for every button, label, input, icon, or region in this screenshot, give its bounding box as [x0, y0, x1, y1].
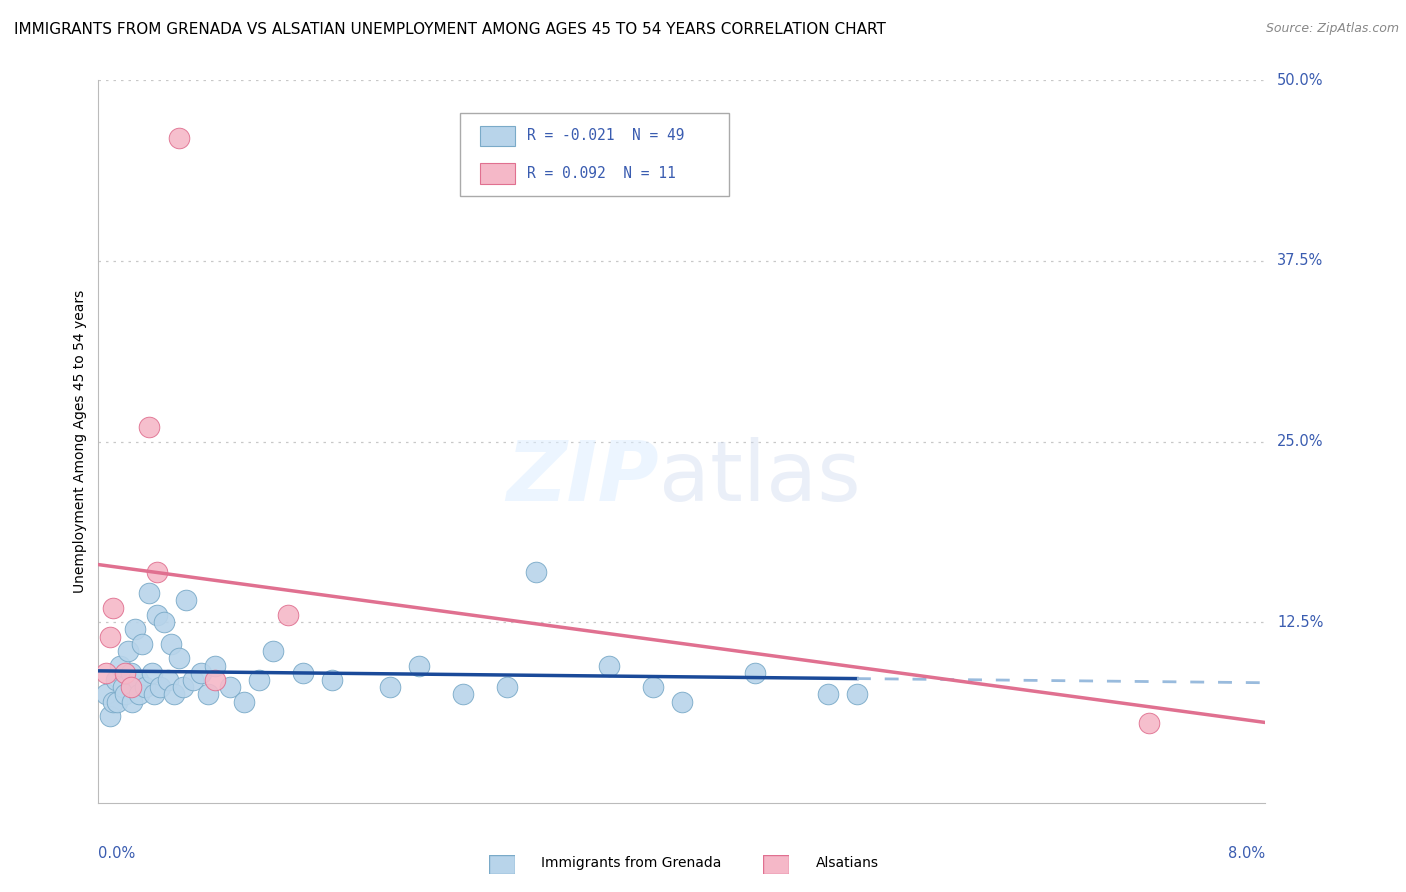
Point: [127, 673, 149, 687]
Point: [204, 658, 226, 673]
Point: [380, 680, 402, 694]
Text: 12.5%: 12.5%: [1277, 615, 1323, 630]
Point: [408, 658, 430, 673]
Text: 37.5%: 37.5%: [1277, 253, 1323, 268]
Text: 50.0%: 50.0%: [1277, 73, 1323, 87]
Point: [134, 680, 156, 694]
Point: [321, 673, 343, 687]
Point: [138, 420, 160, 434]
Point: [167, 131, 190, 145]
Point: [120, 680, 142, 694]
Point: [163, 687, 186, 701]
Point: [105, 695, 128, 709]
Point: [141, 665, 163, 680]
Point: [124, 623, 146, 637]
Point: [233, 695, 256, 709]
Point: [110, 658, 132, 673]
Point: [160, 637, 183, 651]
Point: [218, 680, 240, 694]
Point: [451, 687, 474, 701]
Point: [114, 687, 136, 701]
Text: R = 0.092  N = 11: R = 0.092 N = 11: [527, 166, 675, 181]
Point: [117, 644, 139, 658]
Point: [174, 593, 197, 607]
Text: R = -0.021  N = 49: R = -0.021 N = 49: [527, 128, 685, 144]
Text: 8.0%: 8.0%: [1229, 847, 1265, 861]
Point: [172, 680, 194, 694]
Point: [291, 665, 314, 680]
Point: [1137, 716, 1160, 731]
FancyBboxPatch shape: [479, 126, 515, 146]
Point: [142, 687, 165, 701]
Point: [641, 680, 664, 694]
Point: [157, 673, 180, 687]
Text: atlas: atlas: [658, 437, 860, 518]
Text: Alsatians: Alsatians: [815, 856, 879, 871]
Point: [104, 673, 127, 687]
Text: IMMIGRANTS FROM GRENADA VS ALSATIAN UNEMPLOYMENT AMONG AGES 45 TO 54 YEARS CORRE: IMMIGRANTS FROM GRENADA VS ALSATIAN UNEM…: [14, 22, 886, 37]
Point: [94, 687, 117, 701]
Point: [101, 695, 124, 709]
Point: [101, 600, 124, 615]
Point: [277, 607, 299, 622]
Point: [744, 665, 766, 680]
Point: [247, 673, 270, 687]
Point: [524, 565, 547, 579]
Text: 25.0%: 25.0%: [1277, 434, 1323, 449]
Point: [197, 687, 219, 701]
Point: [98, 709, 121, 723]
Point: [112, 680, 135, 694]
Y-axis label: Unemployment Among Ages 45 to 54 years: Unemployment Among Ages 45 to 54 years: [73, 290, 87, 593]
Text: ZIP: ZIP: [506, 437, 658, 518]
Point: [846, 687, 869, 701]
Point: [120, 665, 142, 680]
Point: [146, 607, 169, 622]
Point: [204, 673, 226, 687]
Point: [181, 673, 204, 687]
FancyBboxPatch shape: [479, 163, 515, 184]
Point: [114, 665, 136, 680]
Point: [128, 687, 150, 701]
Text: Source: ZipAtlas.com: Source: ZipAtlas.com: [1265, 22, 1399, 36]
Point: [496, 680, 519, 694]
Point: [146, 565, 169, 579]
Point: [94, 665, 117, 680]
Point: [167, 651, 190, 665]
Text: Immigrants from Grenada: Immigrants from Grenada: [541, 856, 721, 871]
Point: [153, 615, 176, 630]
Point: [262, 644, 284, 658]
Point: [598, 658, 620, 673]
Point: [98, 630, 121, 644]
Point: [149, 680, 172, 694]
FancyBboxPatch shape: [460, 112, 728, 196]
Point: [190, 665, 212, 680]
Point: [671, 695, 693, 709]
Text: 0.0%: 0.0%: [98, 847, 135, 861]
Point: [817, 687, 839, 701]
Point: [138, 586, 160, 600]
Point: [131, 637, 153, 651]
Point: [121, 695, 143, 709]
